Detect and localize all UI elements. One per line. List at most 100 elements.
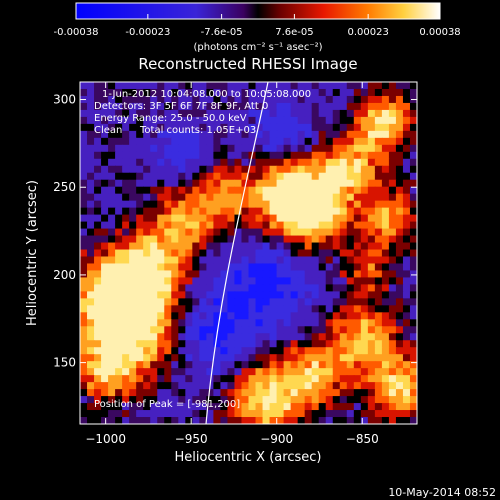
image-pixel: [402, 116, 411, 125]
image-pixel: [332, 144, 341, 153]
image-pixel: [108, 319, 116, 327]
image-pixel: [213, 389, 222, 397]
image-pixel: [108, 263, 116, 272]
image-pixel: [101, 375, 109, 383]
image-pixel: [402, 249, 411, 258]
image-pixel: [374, 200, 383, 209]
image-pixel: [157, 368, 165, 376]
image-pixel: [262, 242, 271, 251]
image-pixel: [325, 256, 334, 265]
image-pixel: [80, 186, 88, 195]
image-pixel: [108, 347, 116, 355]
image-pixel: [346, 82, 355, 90]
image-pixel: [311, 312, 320, 320]
image-pixel: [227, 179, 236, 188]
image-pixel: [395, 333, 404, 341]
image-pixel: [283, 396, 292, 404]
image-pixel: [234, 200, 243, 209]
image-pixel: [171, 298, 179, 306]
image-pixel: [206, 340, 214, 348]
image-pixel: [346, 256, 355, 265]
image-pixel: [80, 333, 88, 341]
image-pixel: [164, 312, 172, 320]
image-pixel: [367, 242, 376, 251]
image-pixel: [255, 312, 264, 320]
image-pixel: [213, 340, 222, 348]
image-pixel: [101, 235, 109, 244]
image-pixel: [185, 305, 193, 313]
image-pixel: [325, 200, 334, 209]
image-pixel: [297, 291, 306, 299]
image-pixel: [283, 228, 292, 237]
image-pixel: [115, 109, 123, 118]
image-pixel: [185, 137, 193, 146]
image-pixel: [269, 158, 278, 167]
image-pixel: [367, 235, 376, 244]
image-pixel: [262, 109, 271, 118]
image-pixel: [325, 123, 334, 132]
image-pixel: [122, 158, 130, 167]
image-pixel: [171, 228, 179, 237]
image-pixel: [150, 95, 158, 104]
image-pixel: [318, 123, 327, 132]
image-pixel: [325, 403, 334, 411]
image-pixel: [395, 410, 404, 418]
image-pixel: [409, 396, 417, 404]
image-pixel: [388, 417, 397, 424]
image-pixel: [178, 228, 186, 237]
image-pixel: [122, 235, 130, 244]
image-pixel: [171, 88, 179, 97]
image-pixel: [150, 305, 158, 313]
image-pixel: [213, 291, 222, 299]
image-pixel: [171, 256, 179, 265]
image-pixel: [80, 214, 88, 223]
image-pixel: [276, 82, 285, 90]
image-pixel: [262, 200, 271, 209]
image-pixel: [353, 375, 362, 383]
image-pixel: [318, 403, 327, 411]
image-pixel: [304, 200, 313, 209]
image-pixel: [94, 340, 102, 348]
image-pixel: [157, 214, 165, 223]
image-pixel: [80, 193, 88, 202]
image-pixel: [346, 375, 355, 383]
image-pixel: [325, 130, 334, 139]
image-pixel: [388, 82, 397, 90]
image-pixel: [409, 207, 417, 216]
image-pixel: [248, 123, 257, 132]
image-pixel: [108, 172, 116, 181]
image-pixel: [290, 396, 299, 404]
image-pixel: [164, 403, 172, 411]
image-pixel: [262, 116, 271, 125]
image-pixel: [304, 95, 313, 104]
x-tick-label: −850: [346, 432, 379, 446]
image-pixel: [199, 249, 207, 258]
image-pixel: [388, 256, 397, 265]
image-pixel: [304, 417, 313, 424]
image-pixel: [304, 263, 313, 272]
image-pixel: [297, 172, 306, 181]
image-pixel: [115, 256, 123, 265]
image-pixel: [164, 361, 172, 369]
image-pixel: [150, 298, 158, 306]
image-pixel: [150, 354, 158, 362]
image-pixel: [171, 200, 179, 209]
image-pixel: [206, 319, 214, 327]
image-pixel: [360, 319, 369, 327]
image-pixel: [220, 361, 229, 369]
image-pixel: [143, 193, 151, 202]
image-pixel: [157, 130, 165, 139]
image-pixel: [402, 88, 411, 97]
total-counts-text: Total counts: 1.05E+03: [139, 125, 256, 136]
image-pixel: [276, 354, 285, 362]
image-pixel: [143, 221, 151, 230]
image-pixel: [150, 221, 158, 230]
image-pixel: [171, 319, 179, 327]
image-pixel: [213, 88, 222, 97]
image-pixel: [87, 326, 95, 334]
image-pixel: [192, 228, 200, 237]
image-pixel: [122, 242, 130, 251]
image-pixel: [122, 368, 130, 376]
image-pixel: [248, 403, 257, 411]
